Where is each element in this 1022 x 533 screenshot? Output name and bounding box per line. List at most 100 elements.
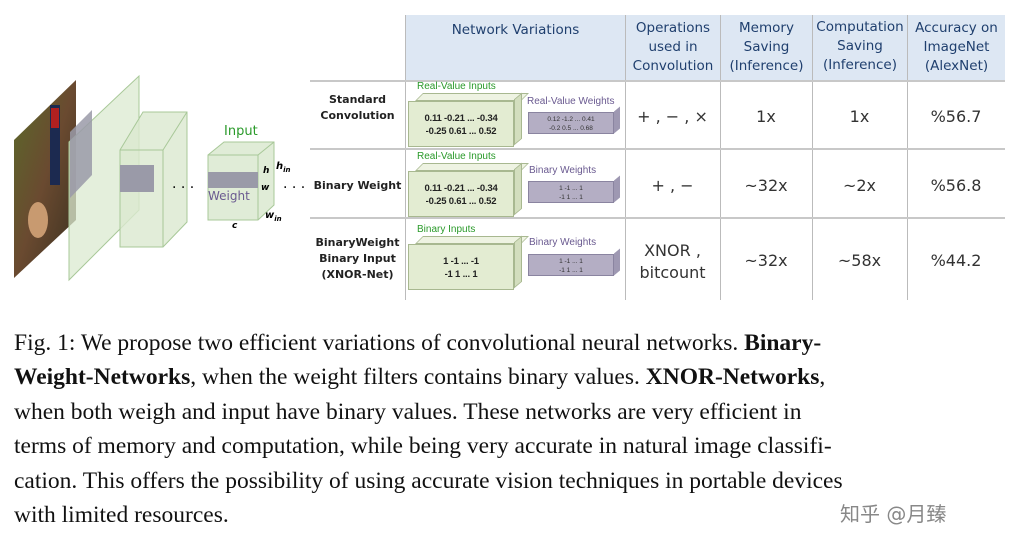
divider bbox=[907, 15, 908, 300]
operations-line: XNOR , bbox=[644, 241, 701, 260]
header-line: Saving bbox=[837, 38, 883, 54]
accuracy-cell: %56.8 bbox=[930, 176, 982, 195]
weight-values: 0.12 -1.2 ... 0.41 bbox=[547, 116, 595, 123]
caption-text: terms of memory and computation, while b… bbox=[14, 433, 832, 460]
header-line: Operations bbox=[635, 20, 711, 36]
operations-line: bitcount bbox=[639, 263, 706, 282]
header-operations: Operations used in Convolution bbox=[625, 15, 720, 80]
dim-c: c bbox=[232, 221, 238, 231]
caption-bold-term: Weight-Networks bbox=[14, 364, 191, 391]
input-values: 1 -1 ... -1 bbox=[443, 256, 479, 267]
computation-cell: ~2x bbox=[842, 176, 877, 195]
caption-text: with limited resources. bbox=[14, 502, 229, 528]
weight-volume bbox=[208, 172, 258, 188]
divider bbox=[812, 15, 813, 300]
input-values: 0.11 -0.21 ... -0.34 bbox=[424, 113, 498, 124]
header-line: Computation bbox=[816, 19, 904, 35]
header-line: used in bbox=[648, 39, 698, 55]
dog-figure bbox=[28, 202, 48, 238]
input-values: -0.25 0.61 ... 0.52 bbox=[425, 126, 497, 137]
accuracy-cell: %56.7 bbox=[930, 107, 982, 126]
operations-cell: + , − bbox=[651, 176, 694, 195]
weight-values: -1 1 ... 1 bbox=[559, 267, 583, 274]
weight-values: -1 1 ... 1 bbox=[559, 194, 583, 201]
row-label: BinaryWeight Binary Input (XNOR-Net) bbox=[310, 235, 405, 283]
dim-w-in-base: w bbox=[265, 210, 275, 221]
header-computation: Computation Saving (Inference) bbox=[812, 15, 907, 80]
person-jacket bbox=[51, 108, 59, 128]
caption-text: when both weigh and input have binary va… bbox=[14, 398, 802, 425]
header-line: Memory bbox=[739, 20, 794, 36]
header-network-variations: Network Variations bbox=[405, 15, 625, 80]
divider bbox=[310, 148, 1005, 150]
caption-bold-term: Binary- bbox=[744, 330, 822, 356]
header-line: ImageNet bbox=[923, 39, 990, 55]
caption-line: Fig. 1: We propose two efficient variati… bbox=[14, 329, 1009, 357]
input-block: 1 -1 ... -1 -1 1 ... 1 bbox=[408, 244, 514, 290]
header-line: (AlexNet) bbox=[924, 58, 989, 74]
row-label: Standard Convolution bbox=[310, 92, 405, 124]
row-label-line: Convolution bbox=[320, 109, 395, 122]
caption-line: with limited resources. bbox=[14, 501, 1009, 529]
row-label-line: BinaryWeight bbox=[315, 236, 400, 249]
weight-block: 0.12 -1.2 ... 0.41 -0.2 0.5 ... 0.68 bbox=[528, 112, 614, 134]
dim-w: w bbox=[261, 183, 270, 193]
caption-text: cation. This offers the possibility of u… bbox=[14, 467, 843, 494]
memory-cell: 1x bbox=[756, 107, 776, 126]
accuracy-cell: %44.2 bbox=[930, 251, 982, 270]
header-line: (Inference) bbox=[729, 58, 804, 74]
person-figure bbox=[50, 105, 60, 185]
dots-left: . . . bbox=[172, 176, 194, 192]
computation-cell: ~58x bbox=[837, 251, 882, 270]
row-label-line: Binary Input bbox=[319, 252, 396, 265]
input-type-label: Real-Value Inputs bbox=[417, 81, 496, 92]
caption-line: when both weigh and input have binary va… bbox=[14, 398, 1009, 426]
dim-h-in-base: h bbox=[276, 161, 284, 172]
weight-block: 1 -1 ... 1 -1 1 ... 1 bbox=[528, 181, 614, 203]
input-values: 0.11 -0.21 ... -0.34 bbox=[424, 183, 498, 194]
caption-bold-term: XNOR-Networks bbox=[645, 364, 820, 391]
weight-values: 1 -1 ... 1 bbox=[559, 258, 583, 265]
header-accuracy: Accuracy on ImageNet (AlexNet) bbox=[907, 15, 1005, 80]
divider bbox=[310, 217, 1005, 219]
weight-type-label: Real-Value Weights bbox=[527, 96, 615, 107]
input-type-label: Real-Value Inputs bbox=[417, 151, 496, 162]
header-line: (Inference) bbox=[823, 57, 897, 73]
input-photo bbox=[14, 80, 76, 278]
weight-values: 1 -1 ... 1 bbox=[559, 185, 583, 192]
input-block: 0.11 -0.21 ... -0.34 -0.25 0.61 ... 0.52 bbox=[408, 101, 514, 147]
operations-cell: XNOR , bitcount bbox=[625, 240, 720, 284]
watermark: 知乎 @月臻 bbox=[840, 502, 947, 526]
caption-text: Fig. 1: We propose two efficient variati… bbox=[14, 330, 745, 356]
operations-cell: + , − , × bbox=[637, 107, 708, 126]
input-values: -1 1 ... 1 bbox=[444, 269, 478, 280]
weight-label: Weight bbox=[208, 189, 250, 203]
row-label-line: (XNOR-Net) bbox=[321, 268, 394, 281]
cnn-diagram: . . . . . . bbox=[14, 74, 305, 282]
header-memory: Memory Saving (Inference) bbox=[720, 15, 812, 80]
dim-h-in: hin bbox=[276, 161, 291, 174]
weight-block: 1 -1 ... 1 -1 1 ... 1 bbox=[528, 254, 614, 276]
memory-cell: ~32x bbox=[744, 176, 788, 195]
kernel-2 bbox=[120, 165, 154, 192]
kernel-1 bbox=[70, 110, 92, 198]
dim-h-in-sub: in bbox=[283, 166, 291, 174]
header-line: Saving bbox=[743, 39, 790, 55]
row-label-line: Standard bbox=[328, 93, 387, 106]
dots-right: . . . bbox=[283, 176, 305, 192]
input-type-label: Binary Inputs bbox=[417, 224, 476, 235]
row-label-line: Binary Weight bbox=[313, 179, 402, 192]
divider bbox=[720, 15, 721, 300]
divider bbox=[405, 15, 406, 300]
caption-text: , when the weight filters contains binar… bbox=[190, 364, 646, 391]
dim-w-in: win bbox=[265, 210, 282, 223]
weight-values: -0.2 0.5 ... 0.68 bbox=[549, 125, 593, 132]
input-values: -0.25 0.61 ... 0.52 bbox=[425, 196, 497, 207]
caption-line: Weight-Networks, when the weight filters… bbox=[14, 363, 1009, 391]
header-line: Accuracy on bbox=[915, 20, 998, 36]
dim-h: h bbox=[263, 166, 270, 176]
weight-type-label: Binary Weights bbox=[529, 165, 597, 176]
divider bbox=[310, 80, 1005, 82]
input-label: Input bbox=[224, 124, 258, 139]
